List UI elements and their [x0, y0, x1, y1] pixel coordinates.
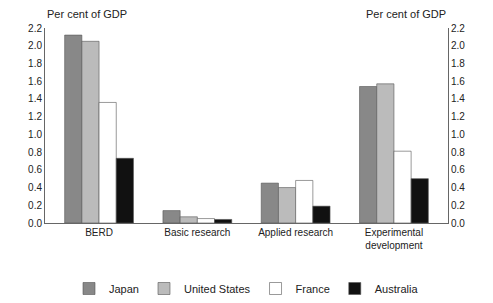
svg-text:0.2: 0.2: [451, 200, 465, 211]
svg-text:0.8: 0.8: [451, 147, 465, 158]
svg-text:France: France: [296, 283, 330, 295]
svg-text:1.0: 1.0: [451, 129, 465, 140]
svg-text:BERD: BERD: [85, 227, 113, 238]
svg-text:Experimentaldevelopment: Experimentaldevelopment: [365, 227, 423, 251]
svg-text:2.0: 2.0: [28, 40, 42, 51]
svg-text:Japan: Japan: [109, 283, 139, 295]
svg-text:0.6: 0.6: [28, 164, 42, 175]
svg-text:United States: United States: [184, 283, 251, 295]
svg-text:1.4: 1.4: [451, 93, 465, 104]
svg-text:Australia: Australia: [375, 283, 419, 295]
svg-text:Per cent of GDP: Per cent of GDP: [47, 8, 127, 20]
svg-text:0.0: 0.0: [28, 218, 42, 229]
svg-text:1.2: 1.2: [451, 111, 465, 122]
svg-text:0.4: 0.4: [451, 182, 465, 193]
svg-text:1.6: 1.6: [451, 76, 465, 87]
svg-text:Per cent of GDP: Per cent of GDP: [366, 8, 446, 20]
svg-text:1.8: 1.8: [28, 58, 42, 69]
svg-text:0.6: 0.6: [451, 164, 465, 175]
svg-text:1.0: 1.0: [28, 129, 42, 140]
svg-text:1.2: 1.2: [28, 111, 42, 122]
svg-text:1.8: 1.8: [451, 58, 465, 69]
svg-text:0.4: 0.4: [28, 182, 42, 193]
svg-text:0.2: 0.2: [28, 200, 42, 211]
svg-text:1.6: 1.6: [28, 76, 42, 87]
svg-text:Applied research: Applied research: [258, 227, 333, 238]
svg-text:0.8: 0.8: [28, 147, 42, 158]
svg-text:1.4: 1.4: [28, 93, 42, 104]
svg-text:2.2: 2.2: [451, 23, 465, 34]
svg-text:0.0: 0.0: [451, 218, 465, 229]
svg-text:2.2: 2.2: [28, 23, 42, 34]
svg-text:2.0: 2.0: [451, 40, 465, 51]
svg-text:Basic research: Basic research: [164, 227, 230, 238]
